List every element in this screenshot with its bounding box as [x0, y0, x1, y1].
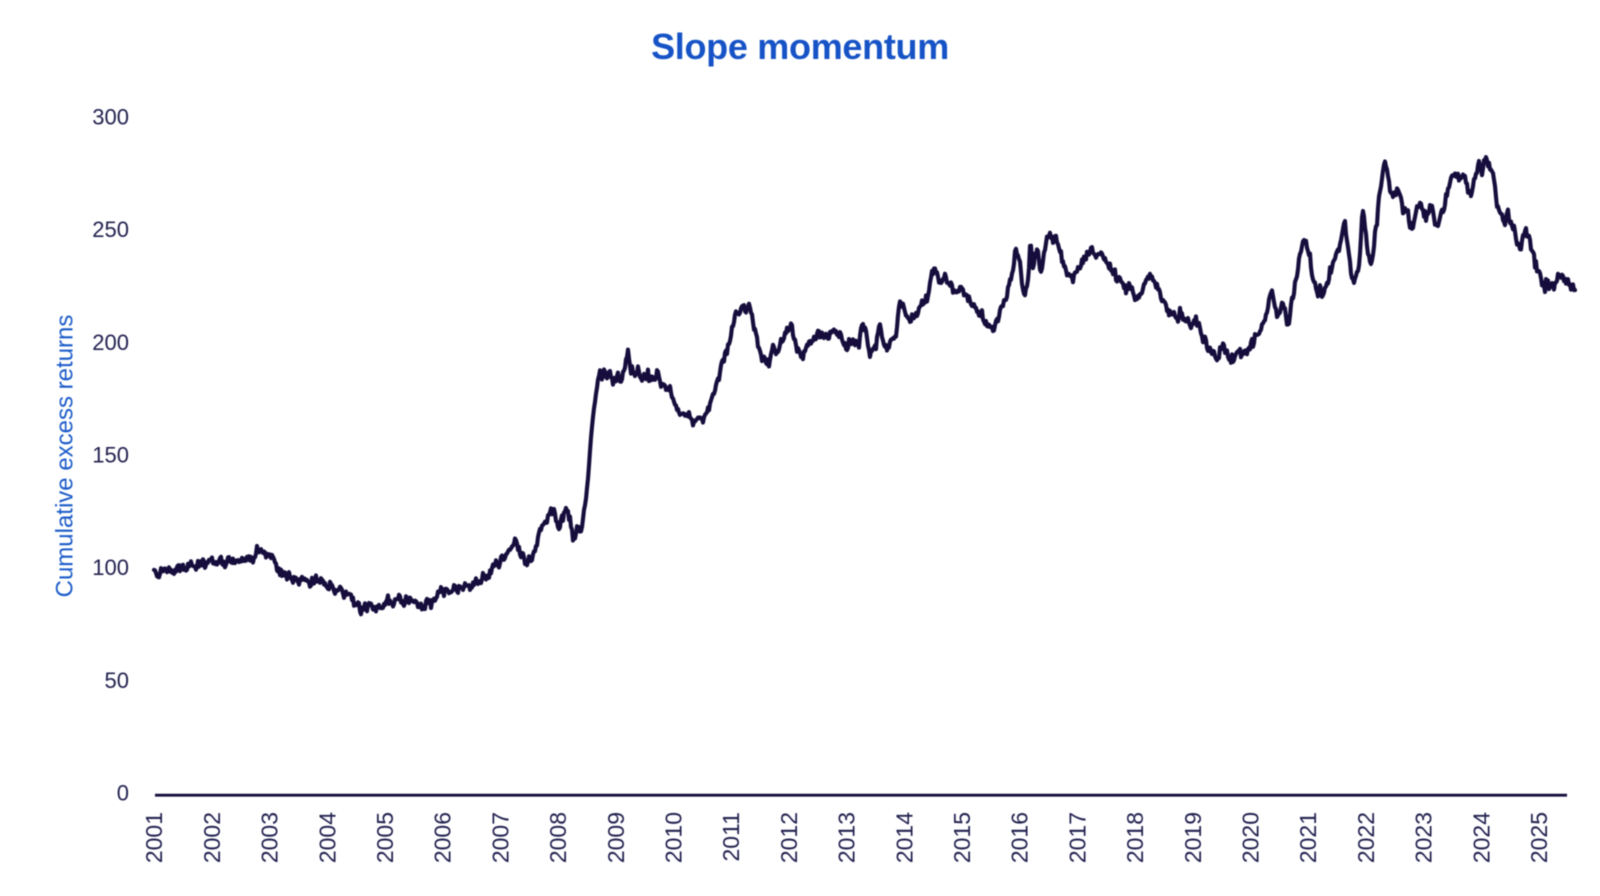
svg-text:2017: 2017 [1064, 812, 1090, 863]
svg-text:100: 100 [92, 555, 129, 580]
svg-text:250: 250 [92, 217, 129, 242]
svg-text:2020: 2020 [1238, 812, 1264, 863]
svg-text:200: 200 [92, 330, 129, 355]
svg-text:Slope momentum: Slope momentum [651, 26, 949, 67]
svg-text:2019: 2019 [1180, 812, 1206, 863]
svg-text:2007: 2007 [487, 812, 513, 863]
svg-text:300: 300 [92, 105, 129, 130]
svg-text:2024: 2024 [1468, 812, 1494, 863]
svg-text:2016: 2016 [1007, 812, 1033, 863]
svg-text:2001: 2001 [141, 812, 167, 863]
svg-text:150: 150 [92, 443, 129, 468]
svg-text:2015: 2015 [949, 812, 975, 863]
svg-text:2013: 2013 [834, 812, 860, 863]
svg-text:2003: 2003 [257, 812, 283, 863]
svg-text:2004: 2004 [314, 812, 340, 863]
svg-text:2009: 2009 [603, 812, 629, 863]
svg-text:Cumulative excess returns: Cumulative excess returns [52, 315, 79, 598]
svg-text:2011: 2011 [718, 812, 744, 861]
svg-text:2005: 2005 [372, 812, 398, 863]
svg-text:2006: 2006 [430, 812, 456, 863]
svg-text:2012: 2012 [776, 812, 802, 863]
svg-text:0: 0 [117, 781, 129, 806]
svg-text:2010: 2010 [661, 812, 687, 863]
svg-text:50: 50 [105, 668, 129, 693]
svg-text:2008: 2008 [545, 812, 571, 863]
svg-text:2022: 2022 [1353, 812, 1379, 863]
svg-text:2021: 2021 [1295, 812, 1321, 863]
svg-text:2023: 2023 [1411, 812, 1437, 863]
svg-text:2025: 2025 [1526, 812, 1552, 863]
svg-text:2002: 2002 [199, 812, 225, 863]
svg-text:2018: 2018 [1122, 812, 1148, 863]
svg-text:2014: 2014 [891, 812, 917, 863]
